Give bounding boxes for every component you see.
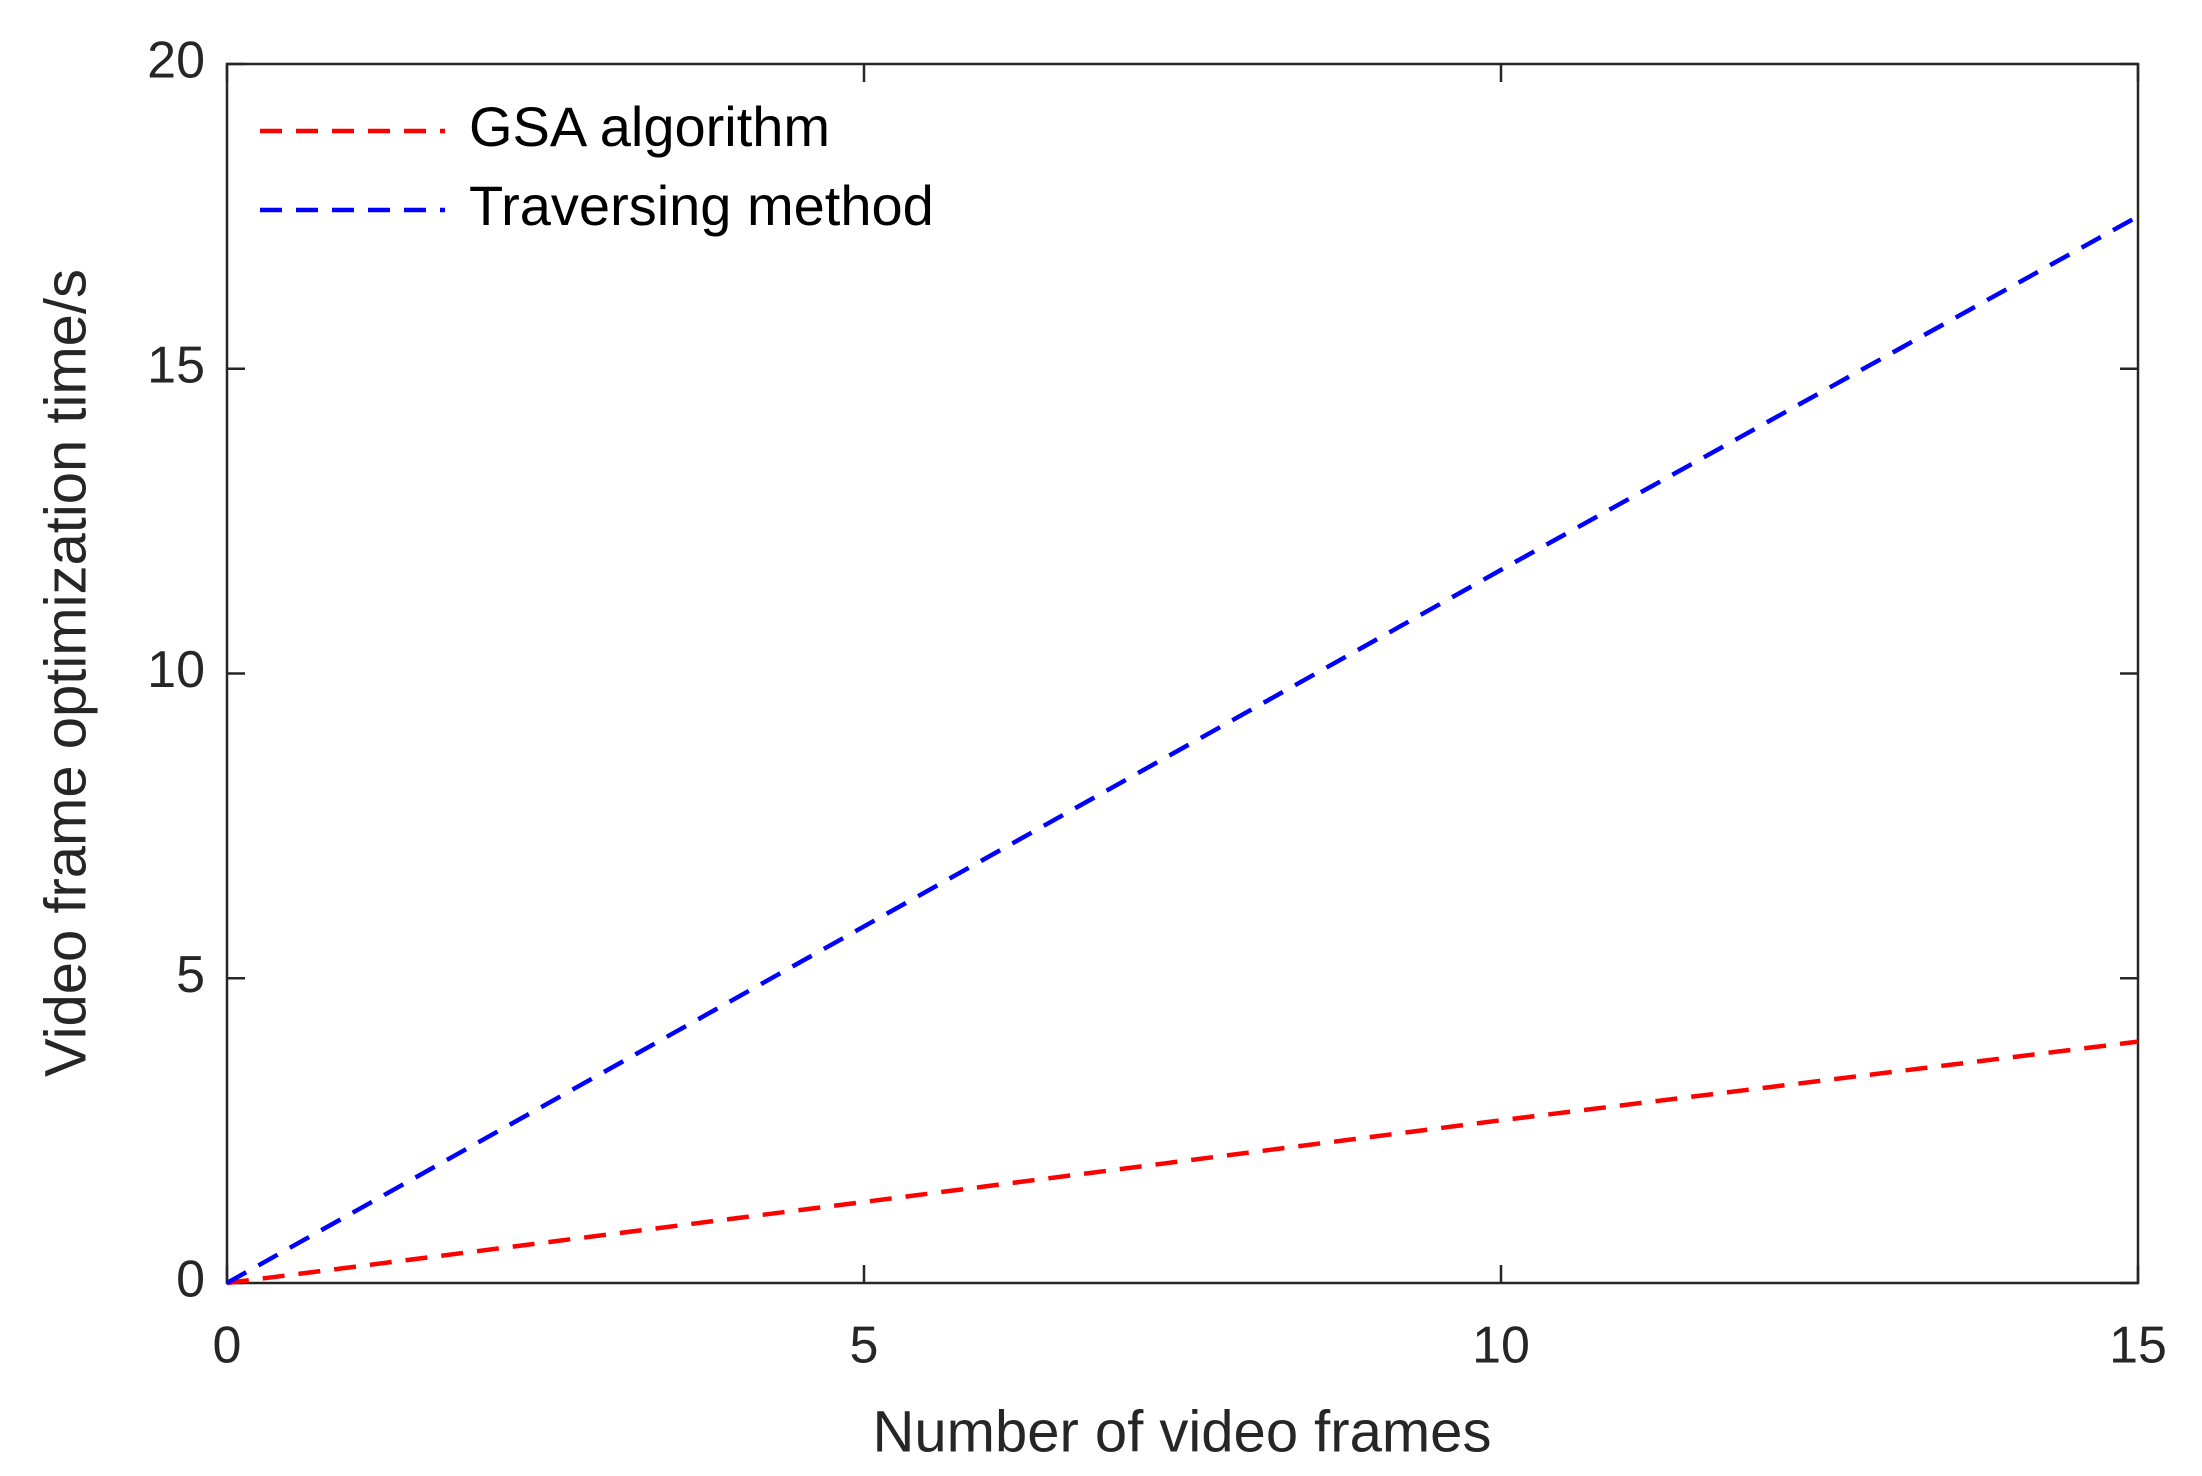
data-line <box>225 214 2140 1285</box>
y-tick-label: 5 <box>176 946 205 1004</box>
y-tick-label: 10 <box>147 641 205 699</box>
legend-label: GSA algorithm <box>469 95 830 158</box>
plot-frame <box>225 62 2140 1285</box>
x-tick-label: 0 <box>213 1317 242 1375</box>
x-tick-label: 5 <box>850 1317 879 1375</box>
y-tick-label: 0 <box>176 1251 205 1309</box>
y-tick-label: 15 <box>147 336 205 394</box>
data-line <box>226 1039 2139 1286</box>
x-axis-label: Number of video frames <box>873 1399 1492 1464</box>
y-tick-label: 20 <box>147 32 205 90</box>
y-axis-label: Video frame optimization time/s <box>33 269 98 1077</box>
x-tick-label: 15 <box>2109 1317 2167 1375</box>
x-tick-label: 10 <box>1472 1317 1530 1375</box>
legend-label: Traversing method <box>469 174 934 237</box>
